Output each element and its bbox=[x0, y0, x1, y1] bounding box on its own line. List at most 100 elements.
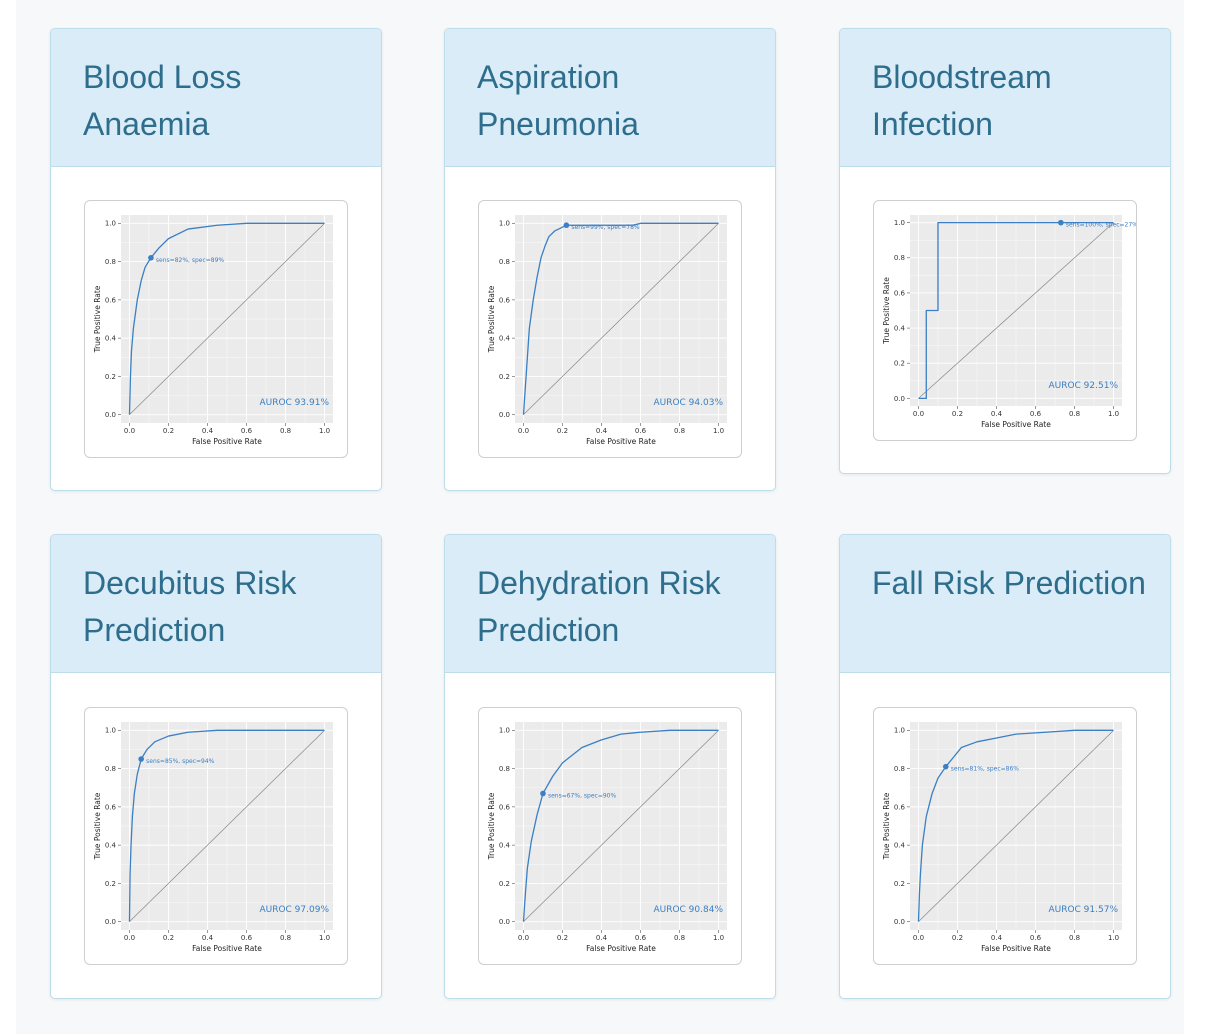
x-axis-label: False Positive Rate bbox=[981, 944, 1051, 953]
roc-card-blood-loss-anaemia: Blood Loss Anaemia 0.0 0.0 0.2 0.2 0.4 0.4 0.6… bbox=[50, 28, 382, 491]
y-tick-label: 0.6 bbox=[105, 803, 117, 811]
x-tick-label: 0.8 bbox=[674, 427, 685, 435]
operating-point-marker bbox=[540, 790, 546, 797]
y-tick-label: 0.4 bbox=[105, 842, 117, 850]
x-tick-label: 0.4 bbox=[596, 427, 608, 435]
card-header: Bloodstream Infection bbox=[840, 29, 1170, 167]
x-tick-label: 0.2 bbox=[163, 427, 174, 435]
operating-point-label: sens=85%, spec=94% bbox=[146, 758, 215, 765]
x-axis-label: False Positive Rate bbox=[192, 437, 262, 446]
chance-diagonal-line bbox=[918, 730, 1114, 922]
y-axis-label: True Positive Rate bbox=[93, 792, 102, 860]
card-header: Aspiration Pneumonia bbox=[445, 29, 775, 167]
operating-point-label: sens=81%, spec=86% bbox=[951, 766, 1020, 773]
y-tick-label: 0.0 bbox=[499, 411, 510, 419]
x-tick-label: 0.6 bbox=[241, 934, 253, 942]
x-tick-label: 1.0 bbox=[713, 427, 724, 435]
x-tick-label: 0.2 bbox=[952, 934, 963, 942]
operating-point-marker bbox=[138, 756, 144, 762]
y-tick-label: 1.0 bbox=[499, 727, 510, 735]
x-tick-label: 0.8 bbox=[674, 934, 685, 942]
y-tick-label: 0.6 bbox=[499, 803, 511, 811]
roc-chart: 0.0 0.0 0.2 0.2 0.4 0.4 0.6 0.6 0.8 0.8 1.0 1.0 Fals… bbox=[487, 215, 727, 446]
y-tick-label: 0.4 bbox=[894, 324, 906, 332]
x-tick-label: 1.0 bbox=[713, 934, 724, 942]
x-axis-label: False Positive Rate bbox=[586, 944, 656, 953]
y-tick-label: 0.6 bbox=[105, 296, 117, 304]
auroc-label: AUROC 94.03% bbox=[653, 398, 723, 408]
y-tick-label: 0.0 bbox=[499, 918, 510, 926]
x-tick-label: 0.8 bbox=[1069, 410, 1080, 418]
y-tick-label: 0.6 bbox=[894, 289, 906, 297]
x-tick-label: 0.4 bbox=[202, 934, 214, 942]
y-tick-label: 0.4 bbox=[499, 842, 511, 850]
y-tick-label: 0.0 bbox=[894, 395, 905, 403]
y-tick-label: 0.2 bbox=[894, 880, 905, 888]
x-tick-label: 0.6 bbox=[1030, 934, 1042, 942]
x-tick-label: 0.0 bbox=[913, 934, 924, 942]
roc-chart: 0.0 0.0 0.2 0.2 0.4 0.4 0.6 0.6 0.8 0.8 1.0 1.0 Fals… bbox=[93, 215, 333, 446]
roc-chart: 0.0 0.0 0.2 0.2 0.4 0.4 0.6 0.6 0.8 0.8 1.0 1.0 Fals… bbox=[882, 215, 1136, 429]
card-title: Bloodstream Infection bbox=[872, 59, 1052, 142]
card-header: Fall Risk Prediction bbox=[840, 535, 1170, 673]
roc-plot-frame: 0.0 0.0 0.2 0.2 0.4 0.4 0.6 0.6 0.8 0.8 1.0 1.0 Fals… bbox=[873, 707, 1137, 965]
chance-diagonal-line bbox=[523, 730, 719, 922]
operating-point-label: sens=67%, spec=90% bbox=[548, 792, 617, 799]
x-tick-label: 0.4 bbox=[991, 934, 1003, 942]
x-tick-label: 0.6 bbox=[241, 427, 253, 435]
y-axis-label: True Positive Rate bbox=[93, 285, 102, 353]
x-tick-label: 0.6 bbox=[1030, 410, 1042, 418]
x-tick-label: 0.0 bbox=[913, 410, 924, 418]
y-axis-label: True Positive Rate bbox=[882, 277, 891, 345]
y-tick-label: 0.0 bbox=[105, 411, 116, 419]
y-tick-label: 1.0 bbox=[894, 727, 905, 735]
roc-plot-frame: 0.0 0.0 0.2 0.2 0.4 0.4 0.6 0.6 0.8 0.8 1.0 1.0 Fals… bbox=[873, 200, 1137, 441]
roc-chart: 0.0 0.0 0.2 0.2 0.4 0.4 0.6 0.6 0.8 0.8 1.0 1.0 Fals… bbox=[487, 722, 727, 953]
y-tick-label: 0.8 bbox=[105, 258, 116, 266]
auroc-label: AUROC 97.09% bbox=[259, 905, 329, 915]
operating-point-marker bbox=[563, 222, 570, 229]
roc-plot-frame: 0.0 0.0 0.2 0.2 0.4 0.4 0.6 0.6 0.8 0.8 1.0 1.0 Fals… bbox=[84, 200, 348, 458]
x-tick-label: 0.8 bbox=[1069, 934, 1080, 942]
x-tick-label: 0.0 bbox=[518, 427, 529, 435]
card-title: Aspiration Pneumonia bbox=[477, 59, 639, 142]
y-axis-label: True Positive Rate bbox=[882, 792, 891, 860]
auroc-label: AUROC 90.84% bbox=[653, 905, 723, 915]
x-tick-label: 0.2 bbox=[557, 427, 568, 435]
y-tick-label: 0.6 bbox=[499, 296, 511, 304]
x-tick-label: 0.6 bbox=[635, 934, 647, 942]
auroc-label: AUROC 91.57% bbox=[1048, 905, 1118, 915]
roc-card-fall-risk: Fall Risk Prediction 0.0 0.0 0.2 0.2 0.4 0.4 0… bbox=[839, 534, 1171, 999]
operating-point-label: sens=99%, spec=78% bbox=[571, 224, 640, 231]
chance-diagonal-line bbox=[918, 222, 1114, 399]
auroc-label: AUROC 92.51% bbox=[1048, 381, 1118, 391]
y-tick-label: 0.8 bbox=[894, 765, 905, 773]
y-tick-label: 0.4 bbox=[894, 842, 906, 850]
roc-plot-frame: 0.0 0.0 0.2 0.2 0.4 0.4 0.6 0.6 0.8 0.8 1.0 1.0 Fals… bbox=[84, 707, 348, 965]
x-tick-label: 0.2 bbox=[557, 934, 568, 942]
x-tick-label: 0.8 bbox=[280, 934, 291, 942]
card-title: Dehydration Risk Prediction bbox=[477, 565, 721, 648]
x-axis-label: False Positive Rate bbox=[586, 437, 656, 446]
x-tick-label: 0.0 bbox=[124, 427, 135, 435]
operating-point-marker bbox=[148, 254, 154, 261]
y-tick-label: 0.8 bbox=[499, 765, 510, 773]
roc-curve-line bbox=[917, 729, 1114, 922]
card-header: Dehydration Risk Prediction bbox=[445, 535, 775, 673]
roc-chart: 0.0 0.0 0.2 0.2 0.4 0.4 0.6 0.6 0.8 0.8 1.0 1.0 Fals… bbox=[882, 722, 1122, 953]
y-tick-label: 0.2 bbox=[499, 373, 510, 381]
y-tick-label: 0.2 bbox=[105, 880, 116, 888]
y-tick-label: 1.0 bbox=[105, 727, 116, 735]
x-tick-label: 1.0 bbox=[319, 934, 330, 942]
page-margin-right bbox=[1184, 0, 1211, 1034]
y-tick-label: 0.2 bbox=[499, 880, 510, 888]
y-tick-label: 0.6 bbox=[894, 803, 906, 811]
x-tick-label: 0.0 bbox=[124, 934, 135, 942]
y-tick-label: 0.2 bbox=[105, 373, 116, 381]
card-header: Decubitus Risk Prediction bbox=[51, 535, 381, 673]
x-tick-label: 0.4 bbox=[202, 427, 214, 435]
x-axis-label: False Positive Rate bbox=[192, 944, 262, 953]
y-tick-label: 0.0 bbox=[894, 918, 905, 926]
chance-diagonal-line bbox=[129, 730, 325, 922]
x-tick-label: 0.4 bbox=[596, 934, 608, 942]
